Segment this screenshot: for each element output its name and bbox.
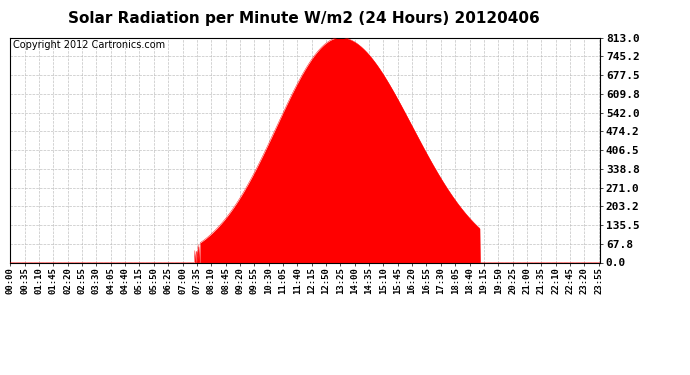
Text: Solar Radiation per Minute W/m2 (24 Hours) 20120406: Solar Radiation per Minute W/m2 (24 Hour… [68,11,540,26]
Text: Copyright 2012 Cartronics.com: Copyright 2012 Cartronics.com [13,40,166,50]
